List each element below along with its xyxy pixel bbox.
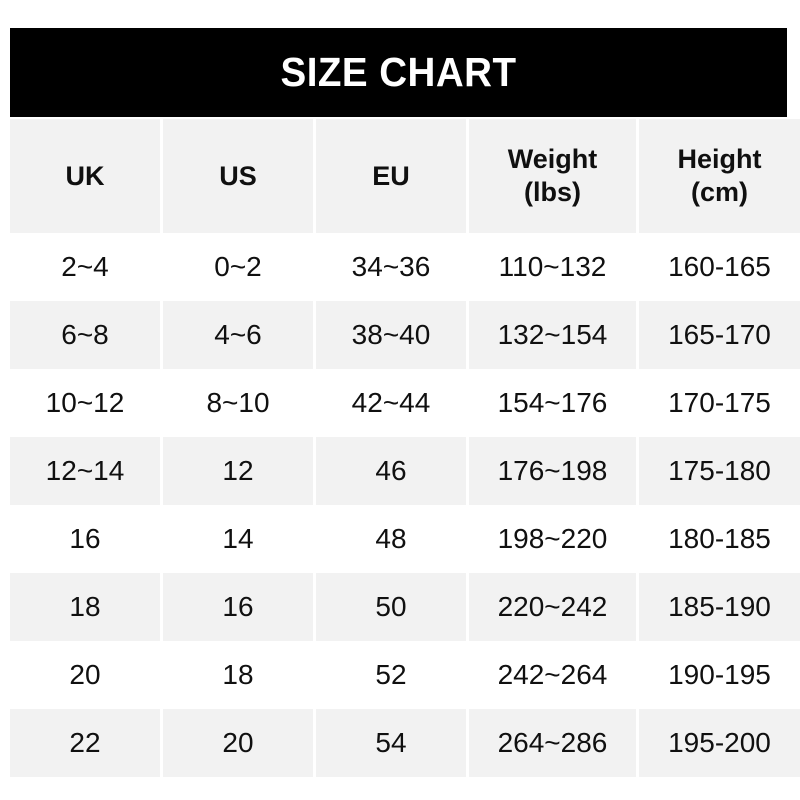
header-row: UK US EU Weight (lbs) Height (cm)	[10, 119, 800, 233]
cell-eu: 52	[316, 641, 466, 709]
cell-height: 175-180	[639, 437, 800, 505]
cell-us: 4~6	[163, 301, 313, 369]
cell-weight: 154~176	[469, 369, 636, 437]
column-header-eu: EU	[316, 119, 466, 233]
page-title: SIZE CHART	[280, 49, 517, 95]
cell-us: 14	[163, 505, 313, 573]
cell-eu: 42~44	[316, 369, 466, 437]
cell-height: 160-165	[639, 233, 800, 301]
cell-eu: 38~40	[316, 301, 466, 369]
column-header-us: US	[163, 119, 313, 233]
cell-weight: 220~242	[469, 573, 636, 641]
cell-uk: 10~12	[10, 369, 160, 437]
table-body: 2~4 0~2 34~36 110~132 160-165 6~8 4~6 38…	[10, 233, 800, 777]
column-header-us-line1: US	[219, 160, 257, 191]
cell-height: 165-170	[639, 301, 800, 369]
table-row: 2~4 0~2 34~36 110~132 160-165	[10, 233, 800, 301]
table-row: 18 16 50 220~242 185-190	[10, 573, 800, 641]
title-bar: SIZE CHART	[10, 28, 787, 117]
cell-eu: 34~36	[316, 233, 466, 301]
column-header-weight-line1: Weight	[507, 144, 598, 175]
cell-weight: 198~220	[469, 505, 636, 573]
cell-uk: 6~8	[10, 301, 160, 369]
cell-us: 12	[163, 437, 313, 505]
size-chart-table: UK US EU Weight (lbs) Height (cm)	[7, 119, 800, 777]
cell-weight: 242~264	[469, 641, 636, 709]
cell-uk: 16	[10, 505, 160, 573]
cell-uk: 12~14	[10, 437, 160, 505]
cell-uk: 20	[10, 641, 160, 709]
cell-weight: 110~132	[469, 233, 636, 301]
table-row: 16 14 48 198~220 180-185	[10, 505, 800, 573]
cell-height: 185-190	[639, 573, 800, 641]
table-row: 22 20 54 264~286 195-200	[10, 709, 800, 777]
cell-us: 8~10	[163, 369, 313, 437]
cell-uk: 22	[10, 709, 160, 777]
cell-uk: 2~4	[10, 233, 160, 301]
column-header-weight-line2: (lbs)	[524, 177, 581, 207]
column-header-uk: UK	[10, 119, 160, 233]
table-header: UK US EU Weight (lbs) Height (cm)	[10, 119, 800, 233]
cell-eu: 48	[316, 505, 466, 573]
table-row: 10~12 8~10 42~44 154~176 170-175	[10, 369, 800, 437]
cell-height: 190-195	[639, 641, 800, 709]
cell-us: 0~2	[163, 233, 313, 301]
cell-eu: 46	[316, 437, 466, 505]
cell-us: 18	[163, 641, 313, 709]
cell-height: 170-175	[639, 369, 800, 437]
cell-weight: 132~154	[469, 301, 636, 369]
cell-eu: 50	[316, 573, 466, 641]
column-header-eu-line1: EU	[372, 160, 410, 191]
table-row: 6~8 4~6 38~40 132~154 165-170	[10, 301, 800, 369]
column-header-weight: Weight (lbs)	[469, 119, 636, 233]
cell-weight: 176~198	[469, 437, 636, 505]
column-header-height-line1: Height	[677, 144, 762, 175]
cell-height: 195-200	[639, 709, 800, 777]
table-row: 12~14 12 46 176~198 175-180	[10, 437, 800, 505]
column-header-height: Height (cm)	[639, 119, 800, 233]
cell-us: 20	[163, 709, 313, 777]
size-chart-container: SIZE CHART UK US EU Weight (lbs)	[10, 28, 800, 777]
column-header-uk-line1: UK	[65, 160, 105, 191]
column-header-height-line2: (cm)	[690, 177, 748, 207]
table-row: 20 18 52 242~264 190-195	[10, 641, 800, 709]
cell-weight: 264~286	[469, 709, 636, 777]
cell-eu: 54	[316, 709, 466, 777]
cell-uk: 18	[10, 573, 160, 641]
cell-height: 180-185	[639, 505, 800, 573]
cell-us: 16	[163, 573, 313, 641]
